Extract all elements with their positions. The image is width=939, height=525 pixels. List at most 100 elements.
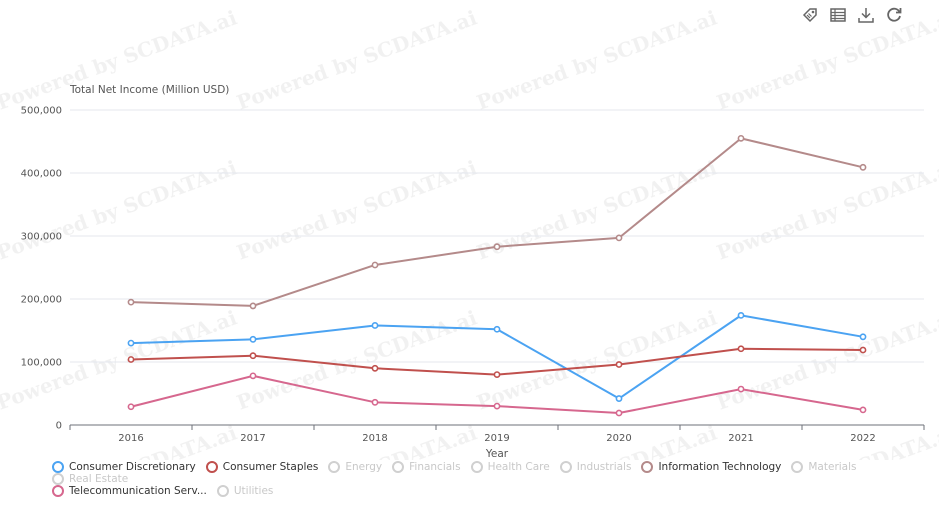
x-axis: 2016 2017 2018 2019 2020 2021 2022 — [69, 424, 925, 444]
data-point[interactable] — [615, 361, 623, 368]
legend-label: Utilities — [233, 485, 274, 497]
legend-marker-icon — [559, 461, 572, 473]
data-point[interactable] — [737, 134, 745, 142]
legend-item[interactable]: Materials — [791, 461, 857, 473]
legend-marker-icon — [392, 461, 405, 473]
legend-item[interactable]: Financials — [392, 461, 461, 473]
x-axis-title: Year — [485, 448, 509, 460]
data-point[interactable] — [615, 395, 623, 402]
series-consumer-discretionary — [127, 311, 867, 402]
data-point[interactable] — [249, 335, 257, 343]
x-tick-label: 2018 — [362, 433, 387, 444]
legend-item[interactable]: Health Care — [470, 461, 550, 473]
y-tick-label: 400,000 — [21, 169, 62, 180]
chart-toolbar — [801, 6, 903, 24]
data-point[interactable] — [493, 371, 501, 378]
x-tick-label: 2021 — [728, 433, 753, 444]
data-point[interactable] — [493, 402, 501, 410]
series-telecommunication-serv — [127, 372, 867, 417]
watermark-text: Powered by SCDATA.ai — [234, 420, 481, 460]
y-tick-label: 500,000 — [21, 106, 62, 117]
legend: Consumer Discretionary Consumer Staples En… — [52, 461, 932, 501]
watermark-text: Powered by SCDATA.ai — [0, 5, 240, 114]
legend-item[interactable]: Consumer Discretionary — [52, 461, 196, 473]
data-point[interactable] — [249, 372, 257, 380]
watermark-text: Powered by SCDATA.ai — [474, 305, 721, 414]
data-point[interactable] — [249, 352, 257, 360]
legend-item[interactable]: Energy — [328, 461, 382, 473]
legend-marker-icon — [52, 461, 64, 473]
watermark-text: Powered by SCDATA.ai — [714, 305, 939, 414]
legend-marker-icon — [52, 473, 64, 485]
data-point[interactable] — [859, 406, 867, 414]
watermark-text: Powered by SCDATA.ai — [714, 155, 939, 264]
watermark-text: Powered by SCDATA.ai — [474, 5, 721, 114]
x-tick-label: 2020 — [606, 433, 631, 444]
data-point[interactable] — [859, 346, 867, 354]
legend-row: Consumer Discretionary Consumer Staples En… — [52, 461, 932, 485]
legend-label: Financials — [409, 461, 461, 473]
data-point[interactable] — [371, 364, 379, 372]
series-information-technology — [127, 134, 867, 310]
series-line — [130, 137, 864, 307]
legend-item[interactable]: Real Estate — [52, 473, 128, 485]
legend-item[interactable]: Telecommunication Serv... — [52, 485, 207, 497]
y-axis-ticks: 0 100,000 200,000 300,000 400,000 500,000 — [21, 106, 62, 432]
data-point[interactable] — [859, 333, 867, 341]
data-point[interactable] — [127, 298, 135, 306]
data-point[interactable] — [127, 356, 135, 363]
legend-marker-icon — [470, 461, 483, 473]
series-consumer-staples — [127, 345, 867, 378]
data-point[interactable] — [371, 261, 379, 269]
data-point[interactable] — [615, 409, 623, 417]
legend-label: Real Estate — [69, 473, 129, 485]
data-point[interactable] — [249, 302, 257, 310]
legend-item[interactable]: Utilities — [216, 485, 274, 497]
legend-label: Information Technology — [658, 461, 782, 473]
x-tick-label: 2022 — [850, 433, 875, 444]
grid-lines — [70, 109, 924, 363]
legend-marker-icon — [52, 485, 64, 497]
watermark-text: Powered by SCDATA.ai — [234, 5, 481, 114]
watermark-text: Powered by SCDATA.ai — [474, 155, 721, 264]
legend-marker-icon — [216, 485, 229, 497]
y-tick-label: 0 — [56, 421, 62, 432]
series-layer — [127, 134, 867, 417]
data-point[interactable] — [615, 234, 623, 242]
legend-label: Materials — [808, 461, 857, 473]
data-point[interactable] — [371, 398, 379, 406]
legend-item[interactable]: Industrials — [559, 461, 632, 473]
legend-marker-icon — [791, 461, 804, 473]
y-tick-label: 200,000 — [21, 295, 62, 306]
watermark-text: Powered by SCDATA.ai — [714, 5, 939, 114]
x-tick-label: 2019 — [484, 433, 509, 444]
refresh-icon[interactable] — [885, 6, 903, 24]
y-tick-label: 100,000 — [21, 358, 62, 369]
legend-label: Consumer Discretionary — [69, 461, 196, 473]
data-point[interactable] — [493, 325, 501, 333]
y-tick-label: 300,000 — [21, 232, 62, 243]
data-point[interactable] — [737, 385, 745, 393]
y-axis-title: Total Net Income (Million USD) — [69, 84, 229, 96]
data-view-icon[interactable] — [829, 6, 847, 24]
x-tick-label: 2016 — [118, 433, 143, 444]
data-point[interactable] — [493, 243, 501, 251]
data-point[interactable] — [737, 345, 745, 353]
legend-item[interactable]: Information Technology — [641, 461, 781, 473]
download-icon[interactable] — [857, 6, 875, 24]
legend-label: Consumer Staples — [222, 461, 319, 473]
watermark-text: Powered by SCDATA.ai — [474, 420, 721, 460]
data-point[interactable] — [859, 163, 867, 171]
legend-item[interactable]: Consumer Staples — [205, 461, 319, 473]
data-point[interactable] — [127, 339, 135, 347]
data-point[interactable] — [737, 311, 745, 319]
data-point[interactable] — [127, 403, 135, 411]
x-tick-label: 2017 — [240, 433, 265, 444]
legend-marker-icon — [328, 461, 341, 473]
tag-icon[interactable] — [801, 6, 819, 24]
data-point[interactable] — [371, 322, 379, 329]
legend-label: Telecommunication Serv... — [69, 485, 207, 497]
legend-label: Industrials — [576, 461, 632, 473]
